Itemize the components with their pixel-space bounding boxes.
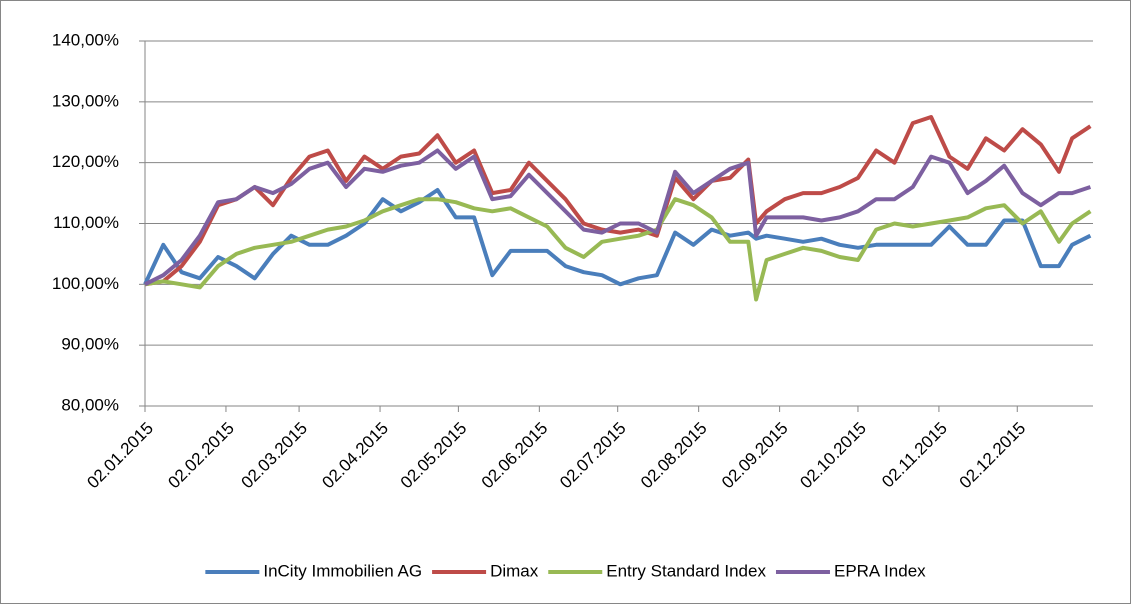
legend-label: Entry Standard Index (606, 561, 766, 580)
legend-label: InCity Immobilien AG (263, 561, 422, 580)
series-line (144, 148, 1092, 287)
legend: InCity Immobilien AG Dimax Entry Standard … (205, 561, 926, 580)
legend-label: Dimax (490, 561, 539, 580)
y-tick-label: 140,00% (52, 30, 119, 49)
y-tick-label: 80,00% (61, 395, 119, 414)
y-tick-label: 120,00% (52, 152, 119, 171)
series-line (143, 188, 1092, 287)
y-tick-label: 90,00% (61, 335, 119, 354)
y-tick-label: 130,00% (52, 91, 119, 110)
series-line (144, 197, 1092, 302)
legend-label: EPRA Index (834, 561, 926, 580)
series-line (144, 115, 1092, 287)
y-tick-label: 100,00% (52, 274, 119, 293)
y-tick-label: 110,00% (53, 213, 119, 232)
